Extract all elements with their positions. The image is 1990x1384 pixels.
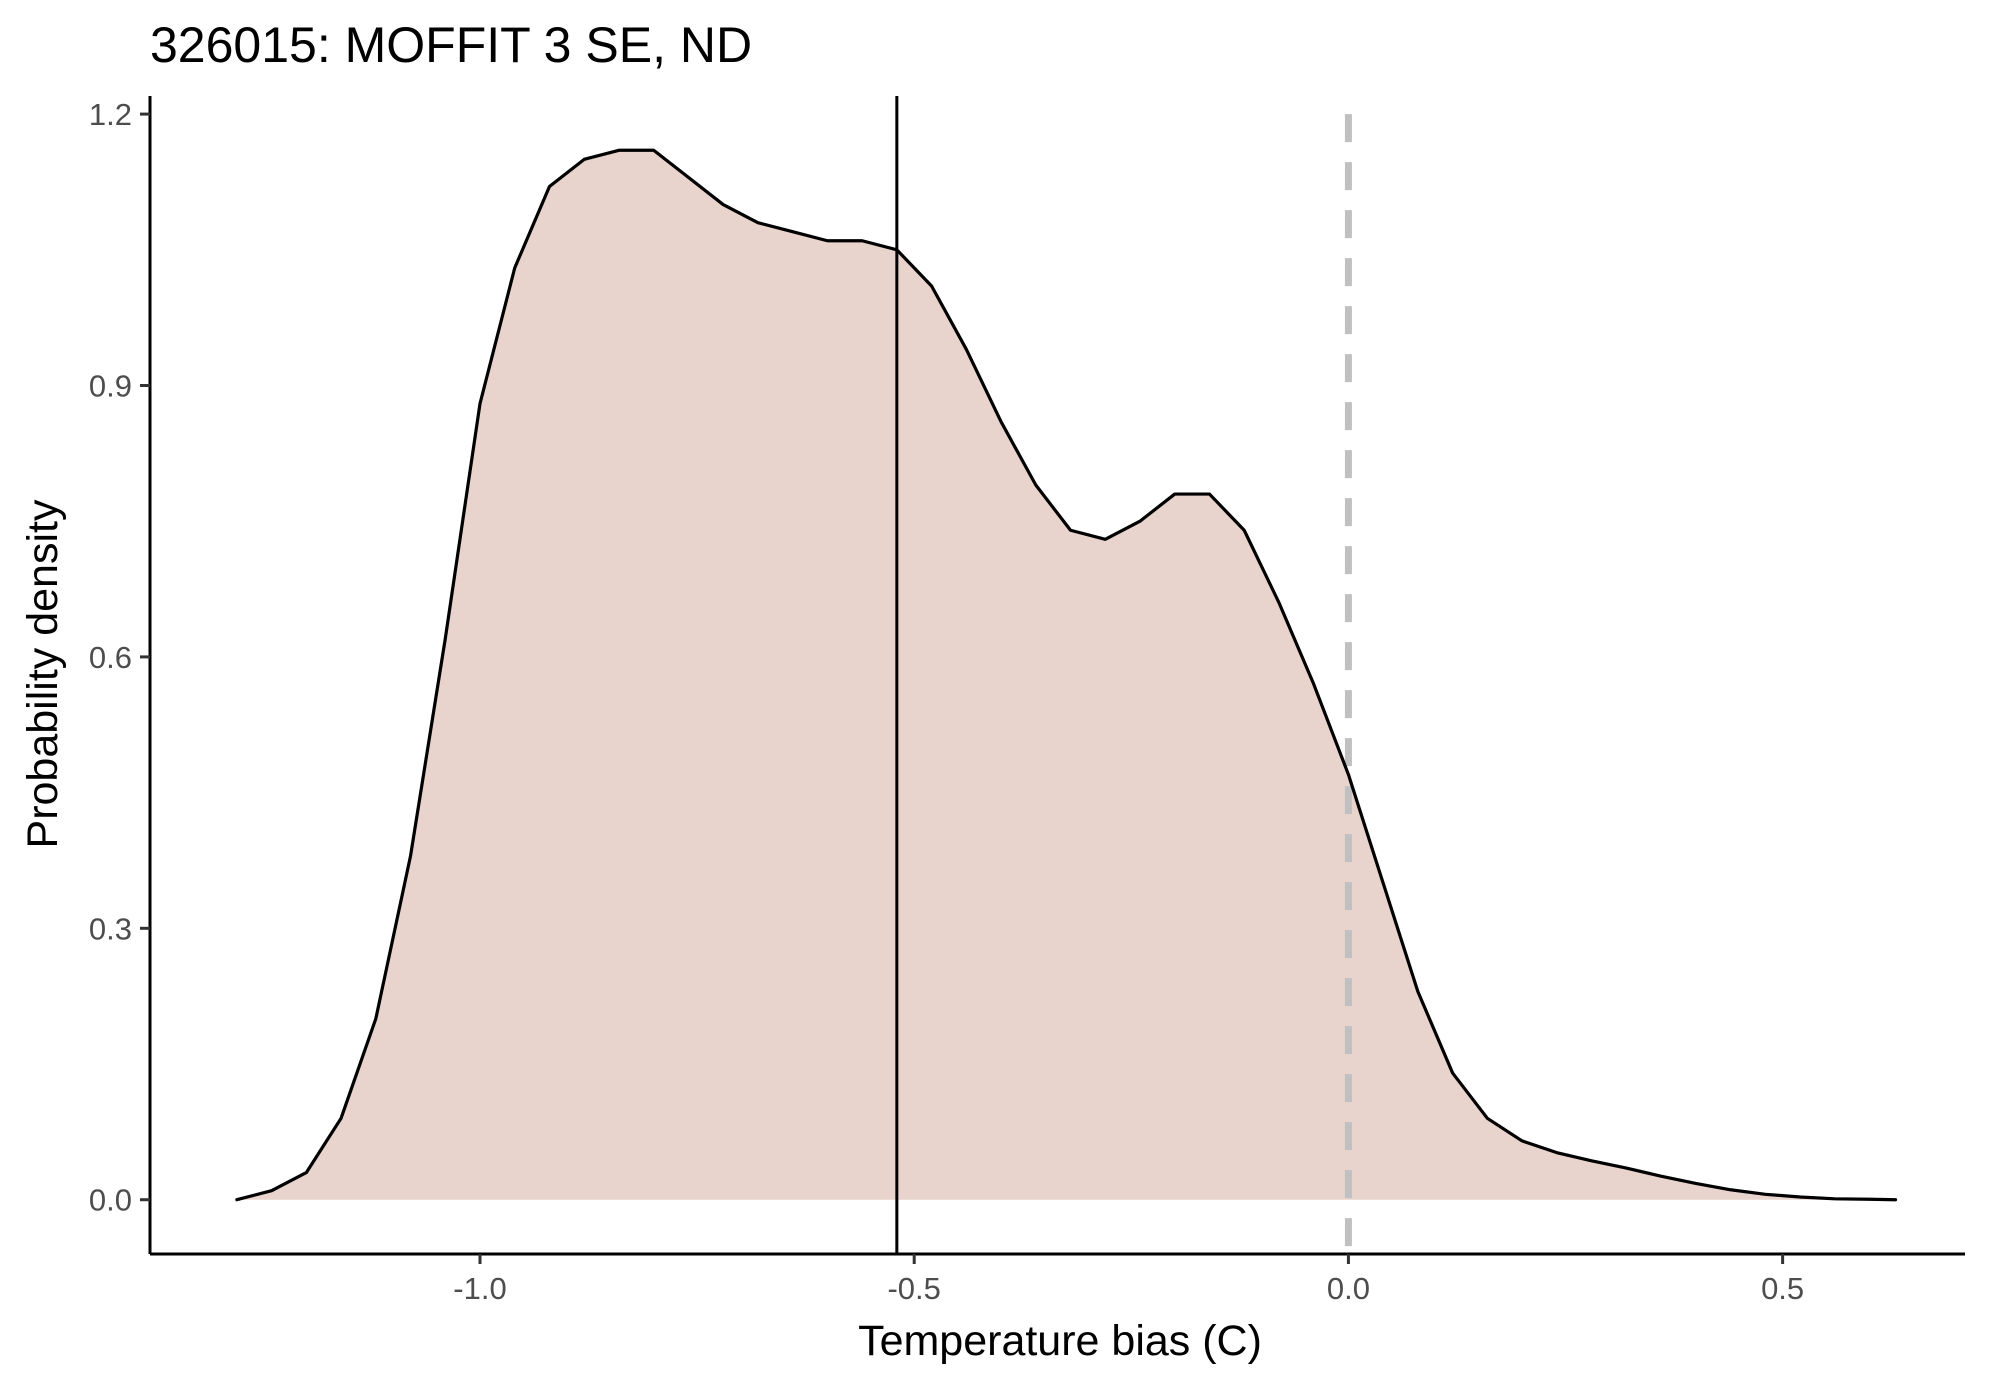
density-line (235, 148, 1898, 1202)
axes: -1.0 -0.5 0.0 0.5 0.0 0.3 0.6 0.9 1.2 (89, 96, 1965, 1306)
y-tick-label: 0.9 (89, 369, 132, 404)
density-area (236, 150, 1896, 1200)
y-tick-label: 0.3 (89, 911, 132, 946)
x-tick-label: -0.5 (887, 1271, 940, 1306)
chart-title: 326015: MOFFIT 3 SE, ND (150, 17, 752, 73)
x-tick-label: -1.0 (453, 1271, 506, 1306)
x-tick-label: 0.5 (1761, 1271, 1804, 1306)
plot-area (235, 96, 1898, 1254)
y-tick-label: 0.6 (89, 640, 132, 675)
x-axis-title: Temperature bias (C) (858, 1317, 1262, 1365)
y-tick-label: 1.2 (89, 97, 132, 132)
x-tick-label: 0.0 (1327, 1271, 1370, 1306)
y-tick-label: 0.0 (89, 1183, 132, 1218)
y-axis-title: Probability density (19, 499, 67, 848)
